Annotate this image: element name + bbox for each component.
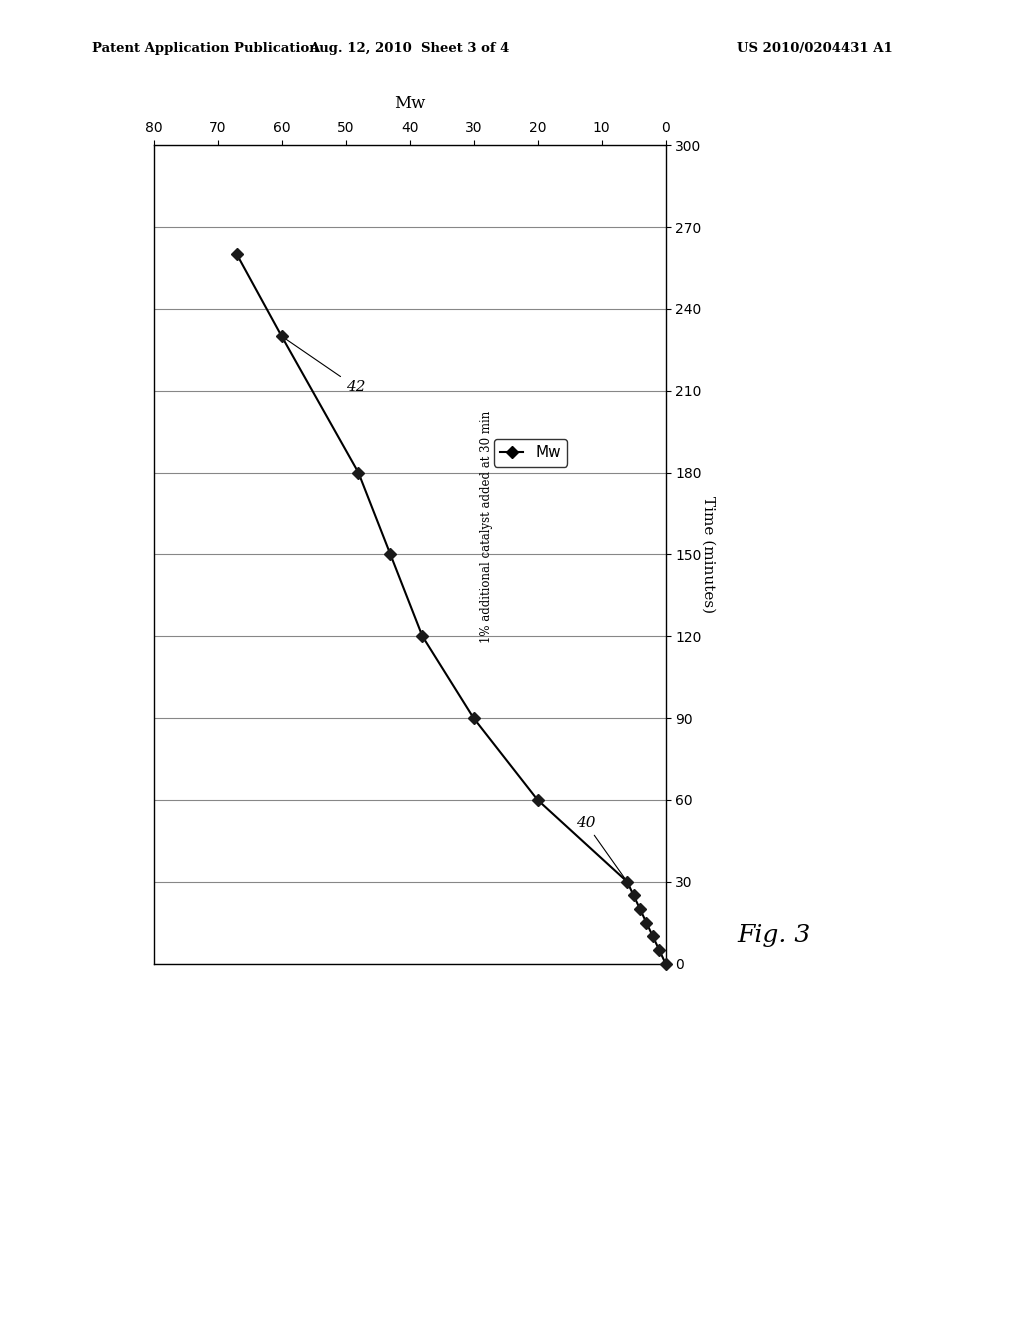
Text: 1% additional catalyst added at 30 min: 1% additional catalyst added at 30 min (480, 411, 493, 643)
Text: Aug. 12, 2010  Sheet 3 of 4: Aug. 12, 2010 Sheet 3 of 4 (309, 42, 510, 55)
Text: 40: 40 (575, 816, 626, 879)
Text: US 2010/0204431 A1: US 2010/0204431 A1 (737, 42, 893, 55)
Text: Fig. 3: Fig. 3 (737, 924, 811, 946)
Text: 42: 42 (284, 338, 366, 393)
Legend: Mw: Mw (494, 440, 567, 466)
Text: Patent Application Publication: Patent Application Publication (92, 42, 318, 55)
Y-axis label: Time (minutes): Time (minutes) (701, 496, 716, 612)
X-axis label: Mw: Mw (394, 95, 425, 112)
